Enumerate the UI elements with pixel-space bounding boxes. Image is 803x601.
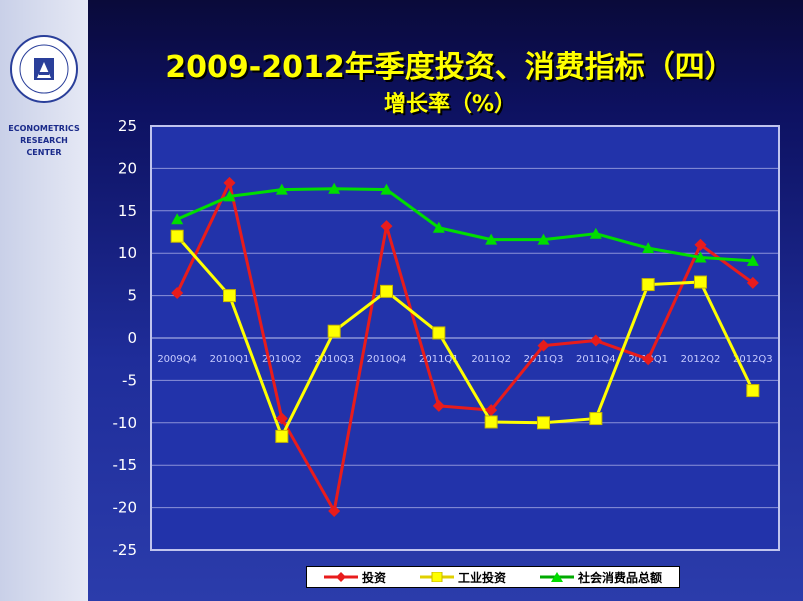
- data-point: [328, 182, 341, 194]
- y-tick-label: -25: [113, 541, 138, 559]
- data-point: [694, 238, 707, 251]
- sidebar: ECONOMETRICS RESEARCH CENTER: [0, 0, 88, 601]
- data-point: [485, 404, 498, 417]
- research-center-label: ECONOMETRICS RESEARCH CENTER: [0, 123, 88, 159]
- data-point: [275, 429, 289, 443]
- data-point: [484, 415, 498, 429]
- data-point: [589, 334, 602, 347]
- data-point: [746, 384, 760, 398]
- data-point: [485, 233, 498, 245]
- series-lines: [175, 181, 755, 513]
- data-point: [170, 229, 184, 243]
- data-point: [223, 176, 236, 189]
- data-point: [746, 276, 759, 289]
- y-tick-label: -20: [113, 499, 138, 517]
- data-point: [746, 254, 759, 266]
- x-category-label: 2011Q2: [471, 354, 511, 365]
- data-point: [694, 251, 707, 263]
- x-category-label: 2011Q3: [524, 354, 564, 365]
- data-point: [537, 233, 550, 245]
- data-point: [694, 275, 707, 289]
- y-tick-label: 10: [118, 244, 137, 262]
- x-category-label: 2012Q2: [681, 354, 721, 365]
- legend-label: 工业投资: [457, 570, 506, 585]
- y-tick-label: -10: [113, 414, 138, 432]
- data-point: [432, 221, 445, 233]
- x-category-label: 2010Q2: [262, 354, 302, 365]
- data-point: [642, 242, 655, 254]
- y-tick-label: 15: [118, 202, 137, 220]
- legend-swatch-red: [323, 572, 358, 582]
- academy-seal-icon: [10, 35, 78, 103]
- legend-label: 社会消费品总额: [577, 570, 662, 585]
- legend-item-retail-sales: 社会消费品总额: [539, 569, 662, 586]
- y-tick-label: 0: [127, 329, 137, 347]
- data-point: [589, 227, 602, 239]
- data-point: [327, 324, 341, 338]
- data-point: [380, 220, 393, 233]
- x-category-label: 2012Q3: [733, 354, 773, 365]
- data-point: [641, 278, 655, 292]
- data-point: [432, 326, 446, 340]
- data-point: [275, 412, 288, 425]
- x-category-label: 2010Q3: [314, 354, 354, 365]
- x-category-label: 2011Q1: [419, 354, 459, 365]
- legend-item-industrial-investment: 工业投资: [419, 569, 506, 586]
- x-category-label: 2010Q1: [210, 354, 250, 365]
- data-point: [432, 399, 445, 412]
- data-point: [380, 284, 393, 298]
- data-point: [171, 213, 184, 225]
- center-label-line: CENTER: [26, 148, 62, 157]
- data-point: [328, 504, 341, 517]
- data-point: [537, 339, 550, 352]
- x-category-label: 2011Q4: [576, 354, 616, 365]
- line-chart: 25 20 15 10 5 0 -5 -10 -15 -20 -25 2009Q4 2010Q1 201…: [113, 117, 780, 559]
- y-tick-label: 5: [127, 287, 137, 305]
- axes: [150, 125, 780, 551]
- data-point: [223, 289, 236, 303]
- center-label-line: RESEARCH: [20, 136, 68, 145]
- y-tick-label: -15: [113, 456, 138, 474]
- y-tick-label: 20: [118, 159, 137, 177]
- y-tick-labels: 25 20 15 10 5 0 -5 -10 -15 -20 -25: [113, 117, 138, 559]
- data-point: [537, 416, 550, 430]
- legend-swatch-green: [539, 572, 574, 582]
- x-category-label: 2009Q4: [157, 354, 197, 365]
- slide-subtitle: 增长率（%）: [383, 92, 517, 117]
- slide-title: 2009-2012年季度投资、消费指标（四）: [165, 50, 735, 85]
- series-markers: [170, 176, 760, 517]
- center-label-line: ECONOMETRICS: [8, 124, 80, 133]
- data-point: [380, 183, 393, 195]
- y-tick-label: -5: [122, 371, 137, 389]
- data-point: [275, 183, 288, 195]
- legend-label: 投资: [361, 570, 386, 585]
- series-line-2: [176, 187, 753, 263]
- data-point: [223, 190, 236, 202]
- chart-legend: 投资 工业投资 社会消费品总额: [306, 566, 680, 588]
- series-line-1: [176, 235, 755, 438]
- series-line-0: [175, 181, 754, 513]
- data-point: [589, 412, 603, 426]
- y-tick-label: 25: [118, 117, 137, 135]
- data-point: [642, 353, 655, 366]
- x-category-label: 2010Q4: [367, 354, 407, 365]
- data-point: [171, 287, 184, 300]
- legend-swatch-yellow: [419, 572, 454, 582]
- legend-item-investment: 投资: [323, 569, 386, 586]
